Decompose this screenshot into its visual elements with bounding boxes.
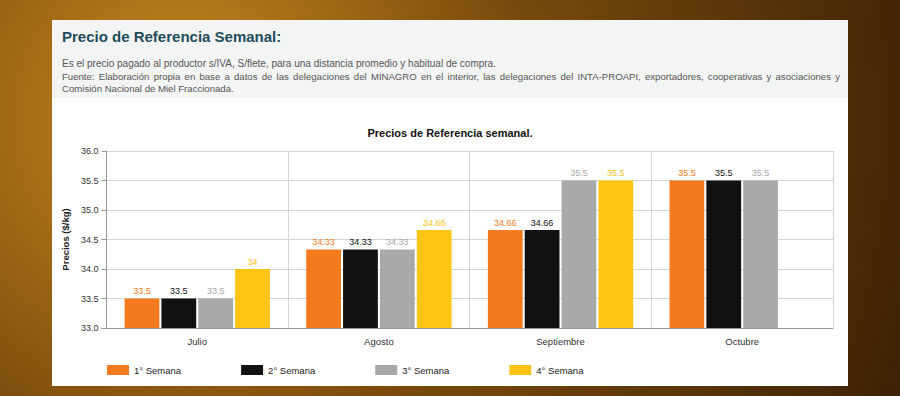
svg-text:34.33: 34.33 bbox=[349, 237, 372, 247]
svg-text:Precios ($/kg): Precios ($/kg) bbox=[60, 208, 71, 270]
svg-text:33.5: 33.5 bbox=[207, 286, 225, 296]
svg-text:35.5: 35.5 bbox=[570, 168, 588, 178]
svg-text:34.33: 34.33 bbox=[386, 237, 409, 247]
svg-text:33.5: 33.5 bbox=[170, 286, 188, 296]
svg-text:34.66: 34.66 bbox=[494, 218, 517, 228]
svg-text:Julio: Julio bbox=[187, 336, 207, 347]
svg-text:34.66: 34.66 bbox=[423, 218, 446, 228]
html-text:Precio de Referencia Semanal:: Precio de Referencia Semanal: bbox=[62, 28, 282, 45]
svg-text:1° Semana: 1° Semana bbox=[134, 365, 182, 376]
svg-text:Agosto: Agosto bbox=[364, 336, 394, 347]
html-text:Fuente: Elaboración propia en: Fuente: Elaboración propia en base a dat… bbox=[62, 71, 840, 94]
svg-text:36.0: 36.0 bbox=[81, 146, 99, 156]
svg-text:35.5: 35.5 bbox=[607, 168, 625, 178]
svg-text:34.5: 34.5 bbox=[81, 235, 99, 245]
svg-text:3° Semana: 3° Semana bbox=[402, 365, 450, 376]
svg-text:33.0: 33.0 bbox=[81, 323, 99, 333]
svg-text:34: 34 bbox=[248, 257, 258, 267]
svg-text:34.33: 34.33 bbox=[312, 237, 335, 247]
svg-text:35.0: 35.0 bbox=[81, 205, 99, 215]
svg-text:4° Semana: 4° Semana bbox=[536, 365, 584, 376]
svg-text:Octubre: Octubre bbox=[725, 336, 759, 347]
svg-text:33.5: 33.5 bbox=[133, 286, 151, 296]
svg-text:33.5: 33.5 bbox=[81, 294, 99, 304]
svg-text:35.5: 35.5 bbox=[752, 168, 770, 178]
svg-text:Septiembre: Septiembre bbox=[536, 336, 585, 347]
html-text:Es el precio pagado al product: Es el precio pagado al productor s/IVA, … bbox=[62, 58, 496, 69]
svg-text:34.0: 34.0 bbox=[81, 264, 99, 274]
svg-text:35.5: 35.5 bbox=[678, 168, 696, 178]
svg-text:2° Semana: 2° Semana bbox=[268, 365, 316, 376]
svg-text:34.66: 34.66 bbox=[531, 218, 554, 228]
svg-text:Precios de Referencia semanal.: Precios de Referencia semanal. bbox=[367, 127, 532, 139]
svg-text:35.5: 35.5 bbox=[715, 168, 733, 178]
svg-text:35.5: 35.5 bbox=[81, 176, 99, 186]
